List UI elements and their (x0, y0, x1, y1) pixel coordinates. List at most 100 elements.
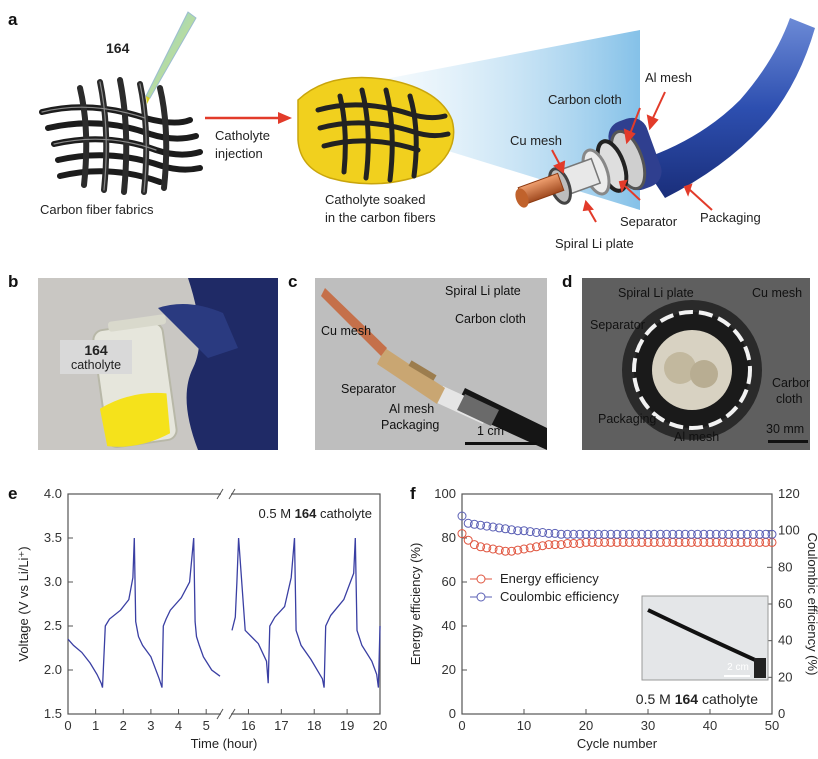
chart-f-point-coulombic (711, 529, 721, 539)
chart-f-point-coulombic (662, 529, 672, 539)
label-packaging-a: Packaging (700, 210, 761, 225)
chart-f-ytick-right-label: 100 (778, 523, 800, 538)
panel-c-packaging: Packaging (381, 418, 440, 432)
chart-f-point-energy (457, 529, 467, 539)
chart-f-point-energy (538, 541, 548, 551)
chart-f-legend-marker (476, 574, 486, 584)
panel-d-letter: d (562, 272, 573, 291)
chart-e-series-line-0 (67, 537, 221, 688)
chart-f-point-energy (488, 544, 498, 554)
label-soaked-1: Catholyte soaked (325, 192, 426, 207)
chart-e-xtick-label: 17 (274, 718, 288, 733)
label-cu-mesh-a: Cu mesh (510, 133, 563, 148)
chart-e-xtick-label: 1 (92, 718, 99, 733)
chart-f-ytick-right-label: 0 (778, 706, 785, 721)
chart-f-point-coulombic (494, 523, 504, 533)
chart-f-point-coulombic (519, 526, 529, 536)
chart-f-point-coulombic (668, 529, 678, 539)
soaked-fabric-icon (297, 76, 455, 185)
panel-c-photo: Spiral Li plate Cu mesh Carbon cloth Sep… (315, 278, 547, 450)
chart-f-xtick-label: 20 (579, 718, 593, 733)
chart-e-ytick-label: 4.0 (44, 486, 62, 501)
chart-e-ytick-label: 2.0 (44, 662, 62, 677)
chart-f-point-coulombic (550, 528, 560, 538)
chart-f-point-coulombic (507, 525, 517, 535)
chart-f-point-coulombic (761, 529, 771, 539)
panel-b-label-num: 164 (84, 342, 108, 358)
chart-f-point-energy (575, 539, 585, 548)
panel-b-label-text: catholyte (70, 358, 122, 372)
chart-e-xtick-label: 16 (241, 718, 255, 733)
chart-f-point-coulombic (488, 522, 498, 532)
panel-d-photo: Spiral Li plate Cu mesh Separator Carbon… (582, 278, 810, 450)
panel-c-carbon-cloth: Carbon cloth (455, 312, 526, 326)
chart-e-break-gap-0 (221, 490, 231, 498)
chart-e-xtick-label: 2 (120, 718, 127, 733)
chart-f-annotation: 0.5 M 164 catholyte (636, 691, 758, 707)
chart-e-xtick-label: 3 (147, 718, 154, 733)
chart-f-legend-label: Energy efficiency (500, 571, 599, 586)
chart-f-point-coulombic (655, 529, 665, 539)
chart-e-frame (67, 493, 381, 715)
chart-f-point-coulombic (476, 520, 486, 530)
label-spiral-li-a: Spiral Li plate (555, 236, 634, 251)
chart-e-ytick-label: 1.5 (44, 706, 62, 721)
panel-c-spiral-li: Spiral Li plate (445, 284, 521, 298)
panel-f-letter: f (410, 484, 416, 503)
chart-e: 1.5 2.0 2.5 3.0 3.5 4.0 0 1 2 3 4 5 16 17 18 19 20 Time (… (16, 486, 387, 751)
chart-f-legend-marker (476, 592, 486, 602)
chart-f-point-energy (569, 539, 579, 548)
chart-f-point-energy (556, 540, 566, 550)
chart-f-point-energy (494, 545, 504, 555)
chart-f-point-coulombic (699, 529, 709, 539)
cable-illustration (515, 18, 815, 223)
panel-d-packaging: Packaging (598, 412, 657, 426)
chart-e-series-line-1 (231, 537, 381, 688)
chart-f-point-energy (476, 542, 486, 552)
chart-f-point-energy (469, 540, 479, 550)
chart-f-point-energy (544, 540, 554, 550)
chart-f-point-coulombic (469, 519, 479, 529)
chart-f-point-coulombic (649, 529, 659, 539)
chart-f-point-coulombic (755, 529, 765, 539)
panel-d-scale-bar (768, 440, 808, 443)
chart-f-ytick-left-label: 60 (442, 574, 456, 589)
panel-c-scale-bar (465, 442, 537, 445)
chart-e-ytick-label: 3.5 (44, 530, 62, 545)
label-carbon-fabrics: Carbon fiber fabrics (40, 202, 154, 217)
chart-f-point-coulombic (724, 529, 734, 539)
chart-e-ylabel: Voltage (V vs Li/Li⁺) (16, 546, 31, 661)
chart-f-point-coulombic (624, 529, 634, 539)
chart-f-point-coulombic (581, 529, 591, 539)
panel-c-letter: c (288, 272, 298, 291)
chart-f-point-coulombic (736, 529, 746, 539)
chart-f-point-coulombic (544, 528, 554, 538)
chart-e-ytick-label: 2.5 (44, 618, 62, 633)
chart-f-point-coulombic (606, 529, 616, 539)
chart-f-point-coulombic (500, 524, 510, 534)
chart-e-ytick-label: 3.0 (44, 574, 62, 589)
chart-f-point-coulombic (686, 529, 696, 539)
chart-f-point-energy (519, 544, 529, 554)
panel-d-cu-mesh: Cu mesh (752, 286, 803, 300)
chart-f-inset-scale-label: 2 cm (727, 662, 749, 673)
chart-f-xtick-label: 0 (458, 718, 465, 733)
label-catholyte: Catholyte (215, 128, 270, 143)
label-injection: injection (215, 146, 263, 161)
chart-f-point-coulombic (705, 529, 715, 539)
chart-f-point-energy (550, 540, 560, 550)
chart-f-point-coulombic (742, 529, 752, 539)
chart-f-xtick-label: 50 (765, 718, 779, 733)
chart-f-point-coulombic (693, 529, 703, 539)
chart-e-xlabel: Time (hour) (191, 736, 258, 751)
panel-b-letter: b (8, 272, 19, 291)
panel-e-letter: e (8, 484, 18, 503)
chart-f-point-coulombic (600, 529, 610, 539)
chart-f-point-coulombic (643, 529, 653, 539)
chart-f-ytick-left-label: 100 (434, 486, 456, 501)
chart-f-point-coulombic (618, 529, 628, 539)
chart-e-break-mark (216, 488, 224, 500)
chart-f-point-coulombic (612, 529, 622, 539)
chart-e-annotation: 0.5 M 164 catholyte (259, 506, 372, 521)
chart-f-point-coulombic (562, 529, 572, 539)
